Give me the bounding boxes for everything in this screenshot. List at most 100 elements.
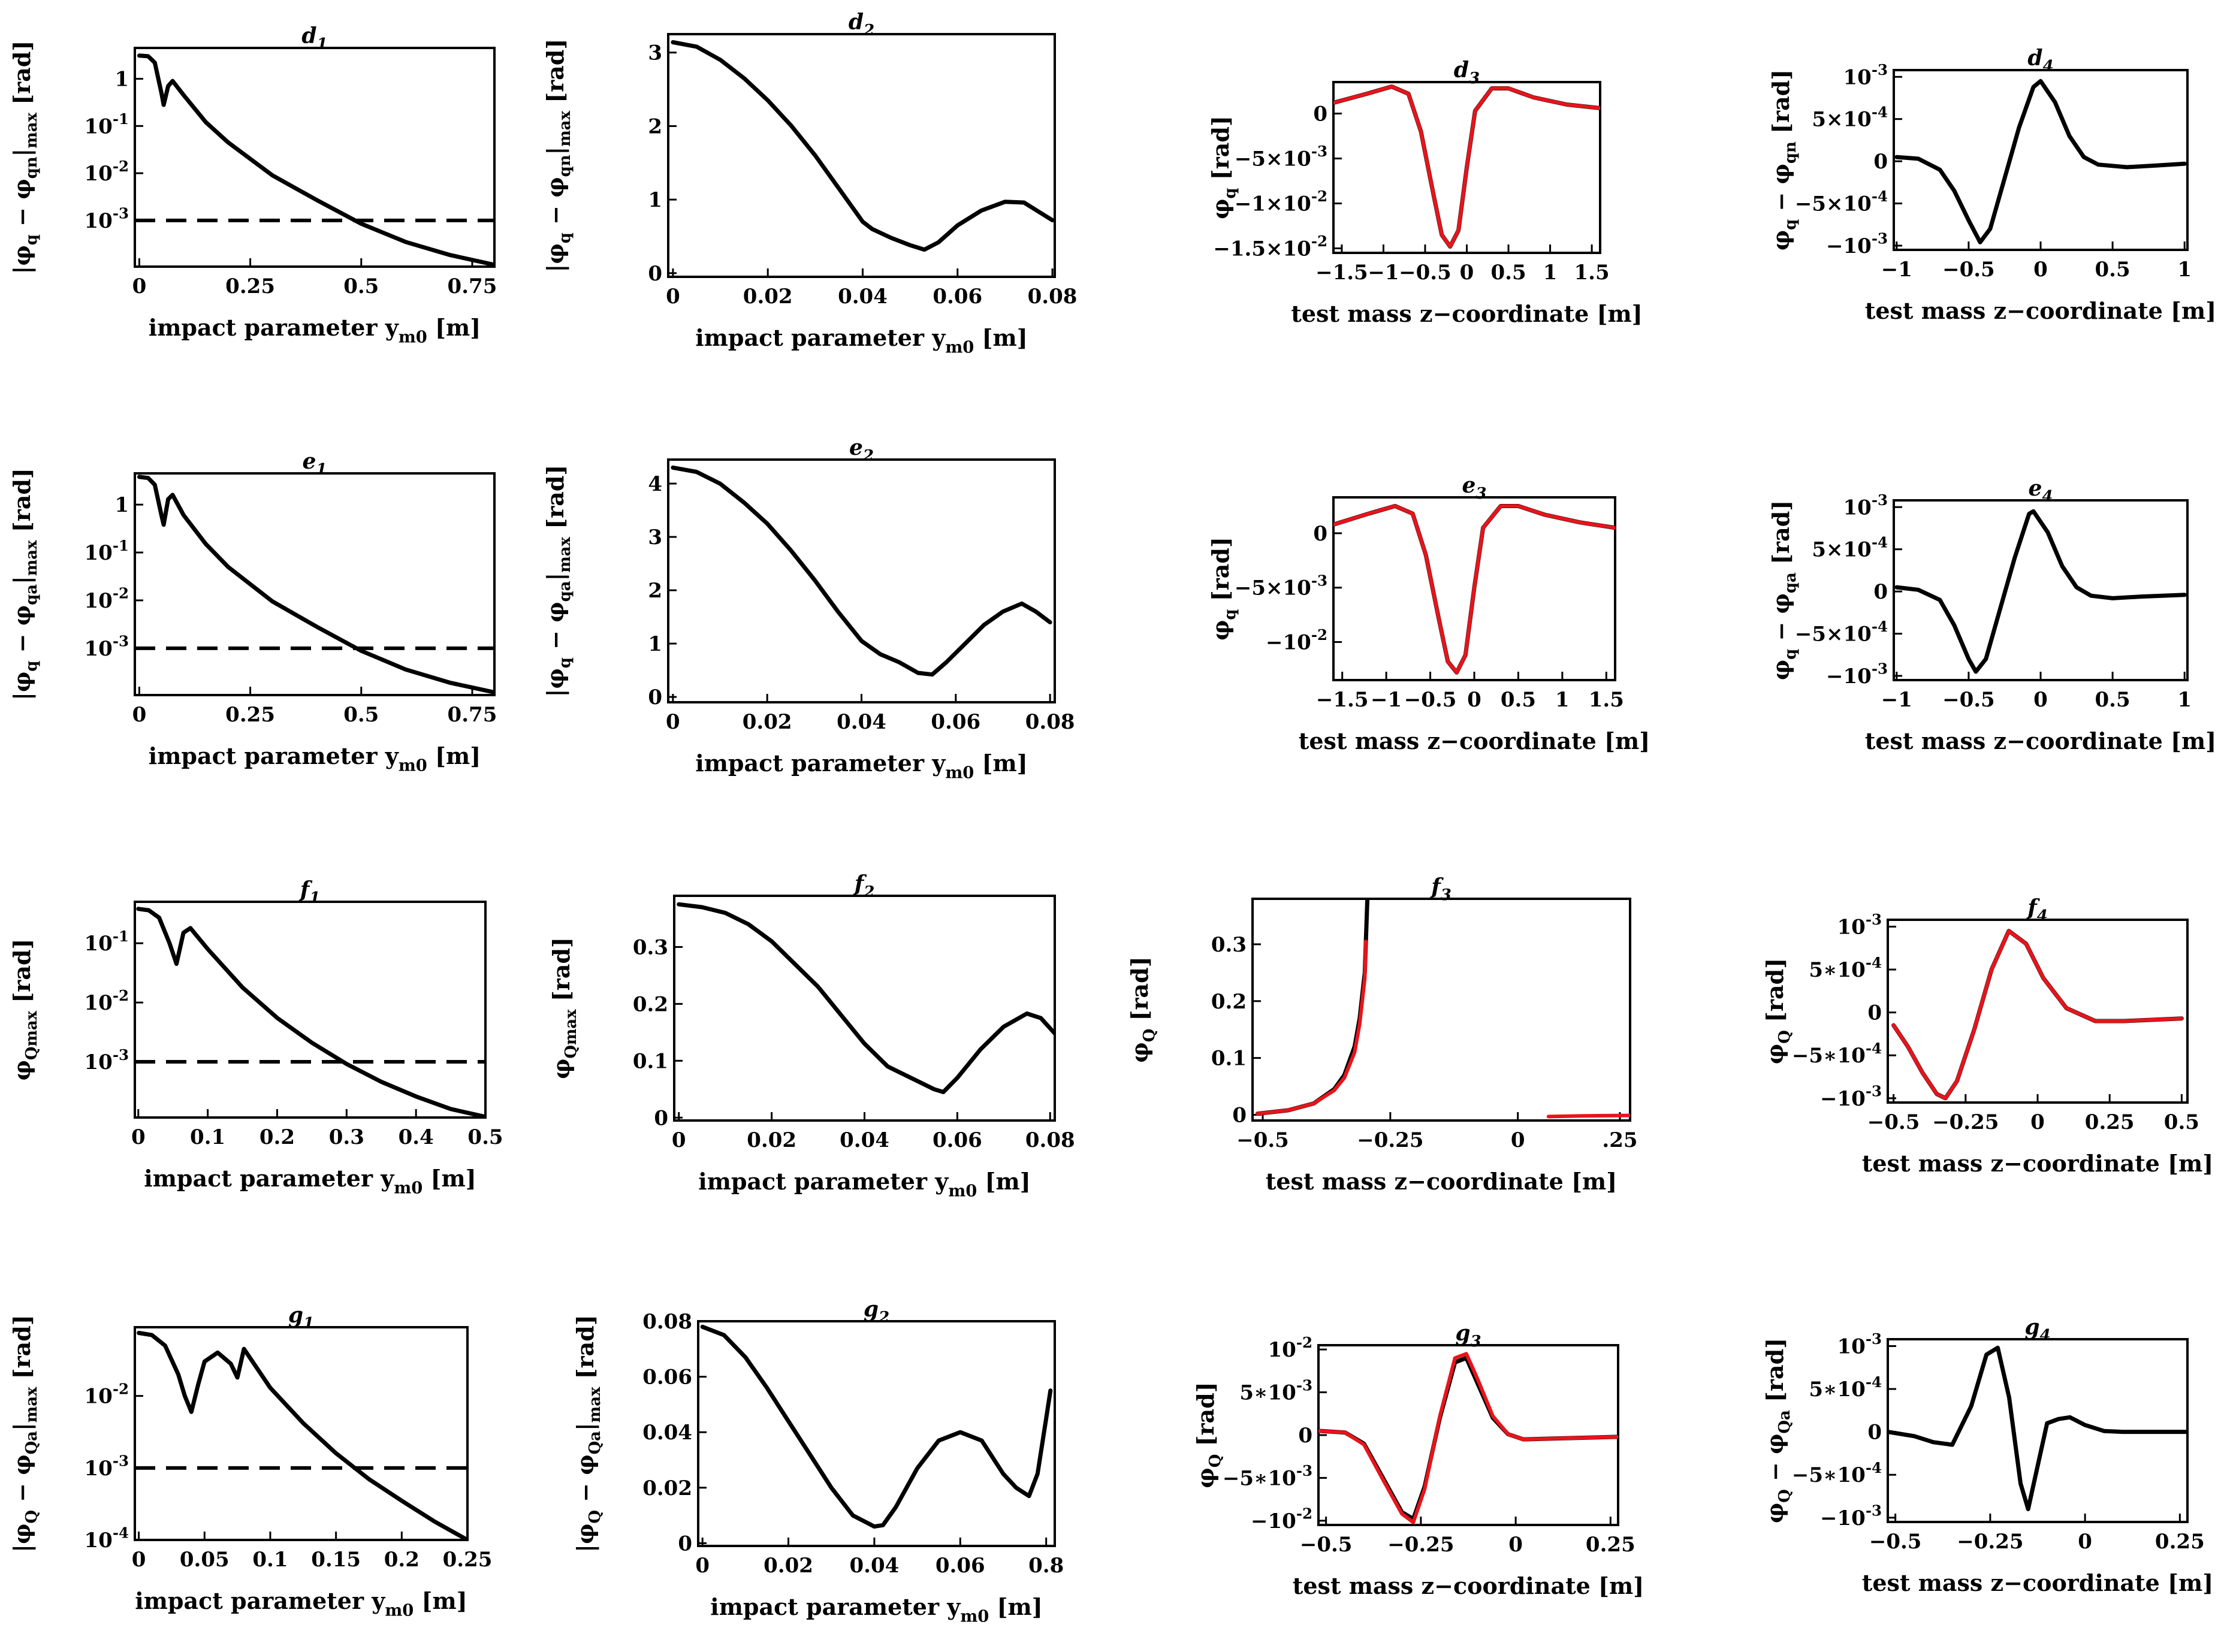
x-tick-label: 0.1 xyxy=(190,1125,225,1149)
y-tick-label: 1 xyxy=(114,493,129,517)
x-tick-label: 0.75 xyxy=(448,274,497,298)
y-tick-label: −10-3 xyxy=(1826,660,1888,688)
panel-title: e3 xyxy=(1462,473,1487,503)
y-axis-label: |φq − φqn|max [rad] xyxy=(542,39,574,273)
x-axis-label: impact parameter ym0 [m] xyxy=(698,1168,1030,1200)
x-tick-label: 1 xyxy=(1543,261,1558,285)
y-tick-label: 0 xyxy=(1867,1001,1882,1025)
y-axis-label: |φQ − φQa|max [rad] xyxy=(572,1315,604,1553)
series-line-2 xyxy=(1256,940,1368,1116)
y-tick-label: 10-3 xyxy=(1837,911,1882,939)
series-line-1 xyxy=(1894,78,2187,244)
y-tick-label: −5×10-3 xyxy=(1235,143,1327,171)
x-tick-label: 0 xyxy=(1508,1533,1523,1557)
plot-frame xyxy=(1887,919,2189,1104)
x-axis-label: test mass z−coordinate [m] xyxy=(1862,1569,2213,1596)
y-axis-label: |φq − φqn|max [rad] xyxy=(8,41,41,274)
x-tick-label: 1.5 xyxy=(1574,261,1610,285)
x-tick-label: 0.25 xyxy=(225,703,275,727)
x-tick-label: 0.8 xyxy=(1028,1554,1064,1578)
y-axis-label: φQ [rad] xyxy=(1126,956,1158,1062)
series-line-2 xyxy=(1318,1352,1618,1524)
x-tick-label: .25 xyxy=(1602,1128,1637,1152)
x-tick-label: 0.75 xyxy=(448,703,497,727)
y-tick-label: −5∗10-4 xyxy=(1792,1459,1882,1487)
x-tick-label: 0.06 xyxy=(933,1128,982,1152)
y-tick-label: 5∗10-4 xyxy=(1809,954,1882,982)
x-tick-label: 1 xyxy=(2177,258,2192,282)
x-tick-label: −0.25 xyxy=(1387,1533,1454,1557)
x-tick-label: 0.1 xyxy=(252,1548,288,1572)
series-line-3 xyxy=(1546,1113,1630,1119)
x-tick-label: 0.04 xyxy=(850,1554,900,1578)
series-line-1 xyxy=(137,475,494,694)
panel-e2: e2 0 0.02 0.04 0.06 0.08 0 1 2 3 4 impact parameter… xyxy=(542,435,1075,782)
panel-g3: g3 −0.5 −0.25 0 0.25 10-2 5∗10-3 0 −5∗10-3 −10-2 t… xyxy=(1192,1321,1644,1599)
y-axis-label: φQ [rad] xyxy=(1192,1382,1224,1488)
x-tick-label: 0.08 xyxy=(1025,1128,1075,1152)
x-tick-label: 0 xyxy=(1467,688,1481,712)
y-axis-label: |φq − φqa|max [rad] xyxy=(542,465,574,697)
y-tick-label: 0 xyxy=(1873,580,1888,604)
panel-g2: g2 0 0.02 0.04 0.06 0.8 0 0.02 0.04 0.06 0.08 impac… xyxy=(572,1297,1064,1626)
plot-frame xyxy=(667,33,1056,278)
x-tick-label: 0.02 xyxy=(743,710,792,734)
x-tick-label: 0.25 xyxy=(1586,1533,1635,1557)
y-tick-label: 10-3 xyxy=(1843,491,1888,520)
x-axis-label: test mass z−coordinate [m] xyxy=(1291,300,1642,327)
panel-title: e4 xyxy=(2029,476,2053,506)
series-line-1 xyxy=(671,465,1052,677)
y-tick-label: −1×10-2 xyxy=(1235,188,1327,216)
y-tick-label: 0 xyxy=(654,1106,668,1130)
y-tick-label: −10-3 xyxy=(1820,1083,1882,1111)
x-tick-label: 0 xyxy=(131,1125,146,1149)
x-axis-label: impact parameter ym0 [m] xyxy=(695,324,1027,357)
plot-frame xyxy=(134,47,496,268)
x-tick-label: 0.02 xyxy=(747,1128,796,1152)
y-tick-label: −5×10-4 xyxy=(1795,188,1888,216)
plot-frame xyxy=(1893,69,2189,251)
y-tick-label: 10-1 xyxy=(84,928,129,956)
x-tick-label: 0.5 xyxy=(1501,688,1536,712)
y-tick-label: 1 xyxy=(648,188,662,212)
series-line-1 xyxy=(1894,509,2187,674)
series-line-2 xyxy=(1891,929,2184,1100)
x-tick-label: 0 xyxy=(1511,1128,1525,1152)
panel-title: d2 xyxy=(849,10,874,40)
y-axis-label: |φQ − φQa|max [rad] xyxy=(8,1315,41,1553)
series-line-1 xyxy=(677,902,1055,1094)
x-tick-label: −1.5 xyxy=(1315,261,1368,285)
x-tick-label: −1 xyxy=(1881,688,1912,712)
plot-frame xyxy=(134,901,487,1119)
y-tick-label: 0.1 xyxy=(633,1049,668,1073)
panel-d2: d2 0 0.02 0.04 0.06 0.08 0 1 2 3 impact parameter … xyxy=(542,10,1077,357)
plot-frame xyxy=(673,895,1056,1122)
x-tick-label: 0.5 xyxy=(467,1125,503,1149)
y-tick-label: 0.02 xyxy=(642,1476,692,1500)
x-tick-label: −0.5 xyxy=(1867,1110,1920,1134)
y-tick-label: 0.2 xyxy=(633,992,668,1016)
panel-e4: e4 −1 −0.5 0 0.5 1 10-3 5×10-4 0 −5×10-4 −10-3 test… xyxy=(1767,476,2216,754)
y-tick-label: 0.08 xyxy=(642,1310,692,1334)
series-line-2 xyxy=(1333,84,1600,249)
panel-title: d3 xyxy=(1454,58,1480,87)
y-tick-label: 0 xyxy=(1867,1421,1882,1445)
x-tick-label: 0.5 xyxy=(1490,261,1526,285)
x-tick-label: 0.25 xyxy=(225,274,275,298)
x-tick-label: 0.25 xyxy=(2085,1110,2135,1134)
panel-d4: d4 −1 −0.5 0 0.5 1 10-3 5×10-4 0 −5×10-4 −10-3 test… xyxy=(1767,46,2216,324)
x-axis-label: test mass z−coordinate [m] xyxy=(1299,727,1650,754)
panel-title: e1 xyxy=(303,449,327,479)
x-tick-label: 0 xyxy=(132,1548,146,1572)
panel-title: d1 xyxy=(301,23,327,53)
series-line-1 xyxy=(137,1331,467,1540)
y-tick-label: 3 xyxy=(648,41,662,65)
panel-d1: d1 0 0.25 0.5 0.75 1 10-1 10-2 10-3 impact parame… xyxy=(8,23,497,346)
x-tick-label: 0 xyxy=(2033,688,2048,712)
series-line-1 xyxy=(1888,1345,2187,1511)
series-line-1 xyxy=(137,53,494,267)
y-tick-label: 5∗10-3 xyxy=(1239,1376,1312,1405)
panel-g4: g4 −0.5 −0.25 0 0.25 10-3 5∗10-4 0 −5∗10-4 −10-3 t… xyxy=(1761,1315,2213,1596)
y-axis-label: φQmax [rad] xyxy=(8,938,41,1080)
